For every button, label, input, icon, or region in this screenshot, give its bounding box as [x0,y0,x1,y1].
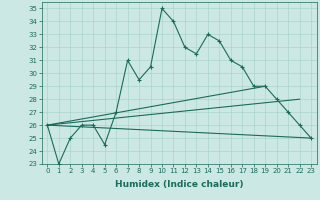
X-axis label: Humidex (Indice chaleur): Humidex (Indice chaleur) [115,180,244,189]
